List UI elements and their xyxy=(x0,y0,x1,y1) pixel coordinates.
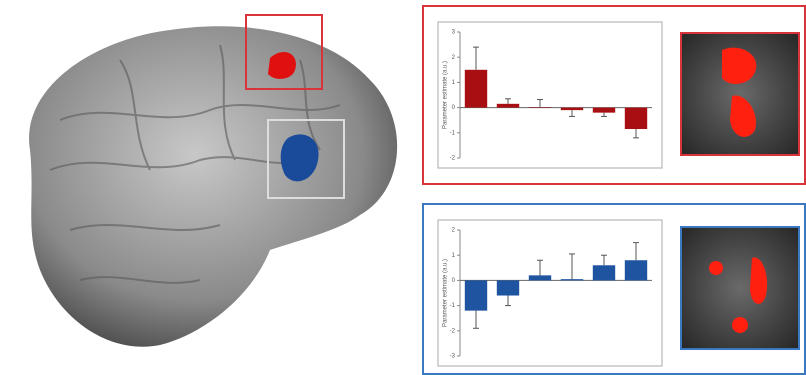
y-tick-label: -2 xyxy=(450,328,456,334)
brain-render xyxy=(29,15,397,347)
bar xyxy=(561,108,583,111)
y-axis-label: Parameter estimate (a.u.) xyxy=(443,61,449,129)
bar xyxy=(465,70,487,108)
bar xyxy=(529,107,551,108)
bar xyxy=(497,104,519,108)
bar xyxy=(497,280,519,295)
bar xyxy=(561,279,583,280)
bar xyxy=(465,280,487,310)
y-tick-label: -2 xyxy=(450,156,456,162)
bar xyxy=(625,260,647,280)
y-tick-label: -3 xyxy=(450,354,456,360)
y-axis-label: Parameter estimate (a.u.) xyxy=(443,259,449,327)
y-tick-label: -1 xyxy=(450,303,456,309)
bar xyxy=(593,108,615,113)
figure: Parameter estimate (a.u.)-2-10123Paramet… xyxy=(0,0,806,375)
bar xyxy=(593,265,615,280)
y-tick-label: -1 xyxy=(450,130,456,136)
bar xyxy=(625,108,647,129)
bar xyxy=(529,275,551,280)
slice-image xyxy=(681,33,799,349)
